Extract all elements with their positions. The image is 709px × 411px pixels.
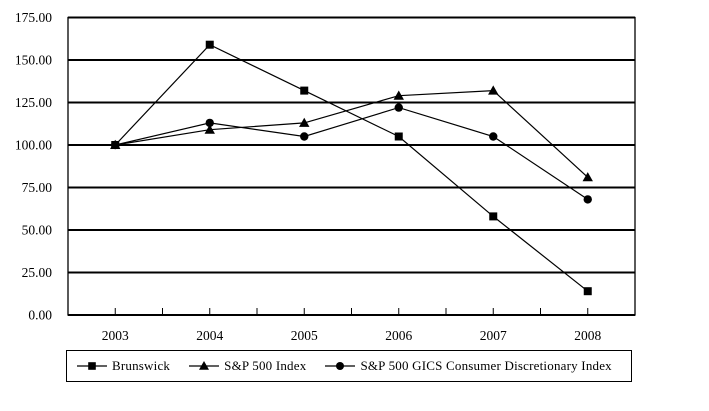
x-axis-tick-label: 2006: [385, 328, 412, 343]
circle-marker-icon: [325, 362, 356, 370]
triangle-marker-icon: [189, 361, 220, 370]
square-data-marker: [88, 362, 96, 370]
legend-item-gics: S&P 500 GICS Consumer Discretionary Inde…: [325, 358, 612, 374]
legend: Brunswick S&P 500 Index S&P 500 GICS Con…: [66, 350, 632, 382]
square-data-marker: [300, 86, 309, 95]
circle-data-marker: [300, 132, 309, 141]
triangle-data-marker: [299, 117, 310, 127]
square-data-marker: [489, 212, 498, 221]
square-marker-icon: [77, 362, 107, 370]
x-axis-tick-label: 2004: [196, 328, 223, 343]
triangle-data-marker: [199, 361, 210, 370]
series-line: [114, 43, 589, 292]
x-axis-tick-label: 2005: [291, 328, 318, 343]
circle-data-marker: [336, 362, 345, 370]
series-line: [115, 89, 589, 178]
y-axis-tick-label: 0.00: [28, 308, 52, 323]
y-axis-tick-label: 100.00: [15, 138, 52, 153]
legend-label: S&P 500 GICS Consumer Discretionary Inde…: [360, 358, 612, 373]
square-data-marker: [205, 40, 214, 49]
triangle-data-marker: [393, 90, 404, 100]
circle-data-marker: [111, 140, 120, 150]
series-line: [115, 106, 589, 200]
y-axis-tick-label: 150.00: [15, 53, 52, 68]
x-axis-tick-label: 2003: [102, 328, 129, 343]
circle-data-marker: [205, 118, 214, 128]
circle-data-marker: [394, 103, 403, 112]
triangle-data-marker: [488, 85, 499, 95]
circle-data-marker: [489, 132, 498, 141]
legend-item-sp500: S&P 500 Index: [189, 358, 306, 374]
legend-item-brunswick: Brunswick: [77, 358, 170, 374]
legend-label: S&P 500 Index: [224, 358, 307, 373]
plot-border: [67, 16, 636, 316]
x-axis-tick-label: 2007: [480, 328, 507, 343]
y-axis-tick-label: 175.00: [15, 10, 52, 25]
circle-data-marker: [583, 195, 592, 204]
y-axis-tick-label: 25.00: [22, 265, 53, 280]
legend-label: Brunswick: [112, 358, 171, 373]
x-axis-tick-label: 2008: [574, 328, 601, 343]
triangle-data-marker: [204, 124, 215, 134]
y-axis-tick-label: 125.00: [15, 95, 52, 110]
y-axis-tick-label: 50.00: [22, 223, 53, 238]
square-data-marker: [394, 132, 403, 141]
y-axis-tick-label: 75.00: [22, 180, 53, 195]
square-data-marker: [583, 287, 592, 296]
triangle-data-marker: [582, 172, 593, 182]
